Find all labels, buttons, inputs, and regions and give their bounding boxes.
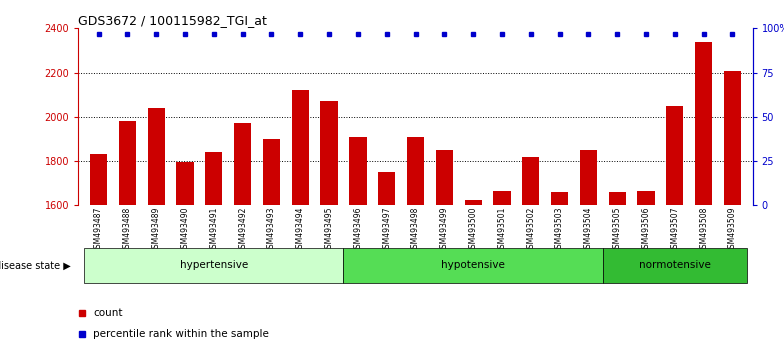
Bar bbox=[292, 90, 309, 205]
Text: disease state ▶: disease state ▶ bbox=[0, 261, 71, 270]
Bar bbox=[551, 192, 568, 205]
Bar bbox=[695, 42, 713, 205]
Text: count: count bbox=[93, 308, 123, 318]
Text: GDS3672 / 100115982_TGI_at: GDS3672 / 100115982_TGI_at bbox=[78, 14, 267, 27]
Bar bbox=[90, 154, 107, 205]
Bar bbox=[378, 172, 395, 205]
Bar bbox=[666, 106, 684, 205]
Bar bbox=[436, 150, 453, 205]
Text: normotensive: normotensive bbox=[639, 261, 711, 270]
Bar bbox=[118, 121, 136, 205]
Bar bbox=[343, 248, 603, 283]
Bar bbox=[84, 248, 343, 283]
Bar bbox=[608, 192, 626, 205]
Bar bbox=[147, 108, 165, 205]
Bar bbox=[263, 139, 280, 205]
Bar bbox=[493, 191, 510, 205]
Bar bbox=[205, 152, 223, 205]
Bar bbox=[603, 248, 747, 283]
Bar bbox=[724, 72, 741, 205]
Bar bbox=[464, 200, 482, 205]
Bar bbox=[579, 150, 597, 205]
Text: percentile rank within the sample: percentile rank within the sample bbox=[93, 329, 269, 339]
Bar bbox=[321, 101, 338, 205]
Bar bbox=[234, 124, 252, 205]
Bar bbox=[637, 191, 655, 205]
Text: hypertensive: hypertensive bbox=[180, 261, 248, 270]
Bar bbox=[407, 137, 424, 205]
Bar bbox=[349, 137, 367, 205]
Bar bbox=[176, 162, 194, 205]
Text: hypotensive: hypotensive bbox=[441, 261, 505, 270]
Bar bbox=[522, 156, 539, 205]
